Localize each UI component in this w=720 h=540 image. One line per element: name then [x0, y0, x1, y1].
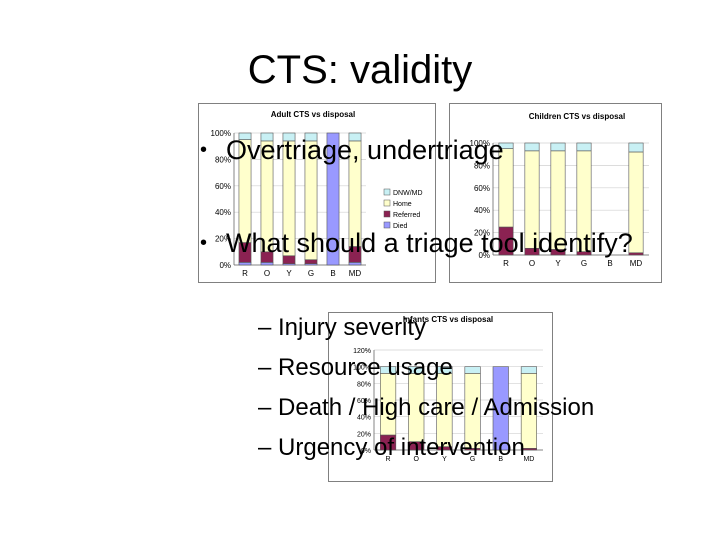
bar-segment: [550, 142, 566, 152]
y-tick-label: 20%: [357, 431, 371, 438]
x-tick-label: Y: [442, 456, 447, 463]
x-tick-label: O: [414, 456, 420, 463]
infants-cts-chart: Infants CTS vs disposal 0% 20% 40% 60% 80% 100…: [328, 312, 553, 482]
x-tick-label: G: [308, 269, 314, 278]
legend-swatch: [383, 210, 391, 218]
chart-svg: Infants CTS vs disposal 0% 20% 40% 60% 80% 100…: [328, 312, 553, 482]
y-tick-label: 60%: [357, 398, 371, 405]
bar-segment: [348, 262, 362, 266]
sub-bullet-item: – Death / High care / Admission: [258, 394, 595, 421]
x-tick-label: MD: [349, 269, 362, 278]
y-tick-label: 100%: [211, 129, 231, 138]
sub-bullet-list: – Injury severity – Resource usage – Dea…: [258, 308, 698, 468]
bar-segment: [628, 142, 644, 153]
x-tick-label: B: [330, 269, 335, 278]
legend-label: DNW/MD: [393, 190, 423, 197]
x-tick-label: R: [503, 259, 509, 268]
chart-title: Children CTS vs disposal: [529, 112, 625, 121]
bullet-item: • What should a triage tool identify?: [198, 227, 646, 259]
bar-segment: [238, 132, 252, 140]
x-tick-label: R: [242, 269, 248, 278]
bar-segment: [238, 262, 252, 266]
y-tick-label: 60%: [474, 184, 490, 193]
x-tick-label: O: [529, 259, 535, 268]
x-tick-label: B: [607, 259, 612, 268]
sub-bullet-item: – Urgency of intervention: [258, 434, 525, 461]
y-tick-label: 0%: [361, 448, 371, 455]
legend-swatch: [383, 221, 391, 229]
legend-swatch: [383, 199, 391, 207]
x-tick-label: Y: [286, 269, 292, 278]
bar-segment: [260, 132, 274, 142]
bar-segment: [380, 366, 397, 374]
bar-segment: [348, 132, 362, 142]
y-tick-label: 40%: [474, 206, 490, 215]
legend-swatch: [383, 188, 391, 196]
bullet-text: Overtriage, undertriage: [226, 135, 504, 165]
y-tick-label: 100%: [353, 365, 371, 372]
y-tick-label: 80%: [357, 381, 371, 388]
bar-segment: [326, 132, 340, 266]
x-tick-label: Y: [555, 259, 561, 268]
x-tick-label: B: [498, 456, 503, 463]
y-tick-label: 80%: [215, 155, 231, 164]
y-tick-label: 120%: [353, 348, 371, 355]
bullet-item: • Overtriage, undertriage: [198, 134, 720, 166]
bullet-text: What should a triage tool identify?: [226, 228, 633, 258]
y-tick-label: 40%: [215, 208, 231, 217]
chart-title: Adult CTS vs disposal: [271, 110, 355, 119]
y-tick-label: 40%: [357, 415, 371, 422]
bar-segment: [436, 366, 453, 374]
sub-bullet-item: – Injury severity: [258, 314, 427, 341]
x-tick-label: MD: [630, 259, 643, 268]
chart-title: Infants CTS vs disposal: [403, 315, 493, 324]
y-tick-label: 20%: [474, 229, 490, 238]
x-tick-label: G: [581, 259, 587, 268]
slide-title: CTS: validity: [247, 48, 473, 92]
bar-segment: [520, 366, 537, 374]
adult-cts-chart: Adult CTS vs disposal 0% 20% 40% 60% 80% 100% R…: [198, 103, 436, 283]
bar-segment: [260, 262, 274, 266]
y-tick-label: 0%: [478, 251, 490, 260]
x-tick-label: O: [264, 269, 270, 278]
bar-segment: [408, 366, 425, 374]
sub-bullet-item: – Resource usage: [258, 354, 453, 381]
bar-segment: [304, 259, 318, 264]
bar-segment: [524, 142, 540, 152]
bar-segment: [304, 132, 318, 142]
y-tick-label: 20%: [215, 235, 231, 244]
bar-segment: [498, 142, 514, 149]
chart-svg: Children CTS vs disposal 0% 20% 40% 60% 80% 10…: [449, 103, 662, 283]
bar-segment: [464, 366, 481, 374]
bar-segment: [282, 132, 296, 142]
bullet-marker: •: [200, 139, 208, 161]
children-cts-chart: Children CTS vs disposal 0% 20% 40% 60% 80% 10…: [449, 103, 662, 283]
legend-label: Home: [393, 201, 412, 208]
bar-segment: [576, 142, 592, 152]
y-tick-label: 60%: [215, 182, 231, 191]
y-tick-label: 100%: [470, 139, 490, 148]
y-tick-label: 0%: [219, 261, 231, 270]
x-tick-label: R: [386, 456, 391, 463]
chart-svg: Adult CTS vs disposal 0% 20% 40% 60% 80% 100% R…: [198, 103, 436, 283]
legend-label: Referred: [393, 212, 420, 219]
x-tick-label: MD: [523, 456, 534, 463]
y-tick-label: 80%: [474, 161, 490, 170]
x-tick-label: G: [470, 456, 475, 463]
legend-label: Died: [393, 223, 408, 230]
bar-segment: [492, 366, 509, 451]
bullet-marker: •: [200, 232, 208, 254]
